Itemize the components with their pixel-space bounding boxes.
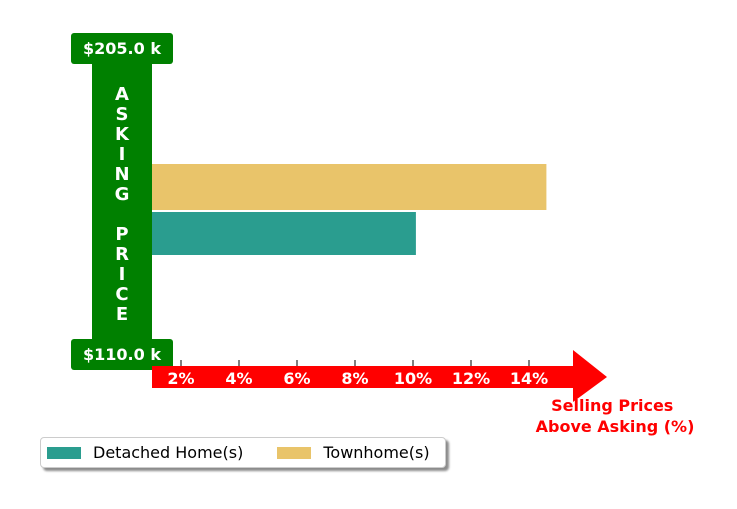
y-axis-label-letter: I (119, 144, 126, 165)
y-axis-label-letter: E (116, 304, 128, 325)
bars-group (152, 164, 547, 255)
legend-item-townhome: Townhome(s) (277, 443, 430, 462)
legend: Detached Home(s) Townhome(s) (40, 437, 446, 468)
legend-label-townhome: Townhome(s) (323, 443, 430, 462)
y-axis-label-letter: C (115, 284, 128, 305)
y-axis-label-letter: P (115, 224, 128, 245)
x-tick-label: 6% (283, 369, 310, 388)
y-axis-label-letter: A (115, 84, 129, 105)
y-axis-label-letter: G (115, 184, 130, 205)
legend-swatch-detached (47, 446, 81, 459)
y-axis-label-letter: R (115, 244, 129, 265)
bar-townhome (152, 164, 547, 210)
x-axis-label-line-1: Selling Prices (551, 396, 673, 415)
x-tick-label: 2% (167, 369, 194, 388)
y-bottom-box (71, 339, 173, 370)
y-axis-band (92, 45, 152, 355)
legend-swatch-townhome (277, 446, 312, 459)
x-ticks-group: 2% 4% 6% 8% 10% 12% 14% (167, 360, 548, 388)
x-axis-arrow (152, 350, 607, 402)
x-tick-label: 10% (394, 369, 432, 388)
y-axis-label-letter: I (119, 264, 126, 285)
x-axis-label: Selling Prices Above Asking (%) (536, 396, 695, 436)
x-axis-label-line-2: Above Asking (%) (536, 417, 695, 436)
y-axis-label-letter: K (115, 124, 130, 145)
y-top-box (71, 33, 173, 64)
x-tick-label: 8% (341, 369, 368, 388)
x-tick-label: 4% (225, 369, 252, 388)
x-tick-label: 12% (452, 369, 490, 388)
bar-detached (152, 212, 416, 255)
y-axis-label-letter: N (114, 164, 129, 185)
y-axis-label-letter: S (116, 104, 129, 125)
y-top-label: $205.0 k (83, 39, 161, 58)
x-tick-label: 14% (510, 369, 548, 388)
y-bottom-label: $110.0 k (83, 345, 161, 364)
legend-label-detached: Detached Home(s) (93, 443, 244, 462)
legend-item-detached: Detached Home(s) (47, 443, 243, 462)
